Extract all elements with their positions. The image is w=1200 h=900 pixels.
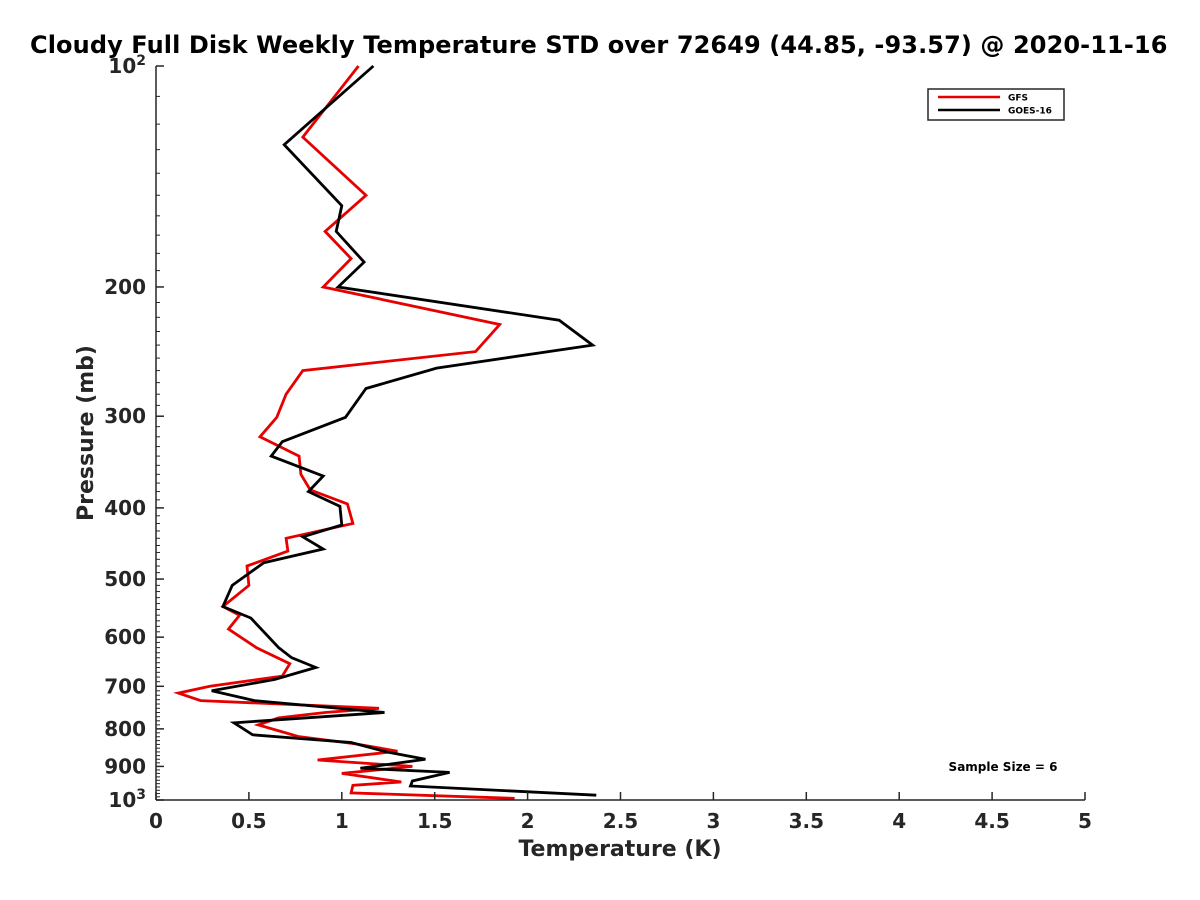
legend-box	[927, 88, 1065, 121]
x-tick-label: 4	[892, 809, 906, 833]
chart-title: Cloudy Full Disk Weekly Temperature STD …	[30, 31, 1168, 59]
series-line-goes-16	[211, 64, 597, 797]
y-tick-label: 300	[104, 404, 146, 428]
legend-gfs-label: GFS	[1008, 94, 1028, 104]
legend-goes-label: GOES-16	[1008, 107, 1052, 117]
x-tick-label: 2.5	[603, 809, 638, 833]
y-tick-label: 900	[104, 754, 146, 778]
y-tick-label: 102	[108, 53, 146, 78]
y-tick-label: 700	[104, 674, 146, 698]
y-axis-label: Pressure (mb)	[74, 345, 99, 521]
x-tick-label: 3	[706, 809, 720, 833]
legend: GFS GOES-16	[927, 88, 1065, 121]
sample-size-annotation: Sample Size = 6	[949, 760, 1058, 774]
y-tick-label: 103	[108, 787, 146, 812]
x-tick-label: 5	[1078, 809, 1092, 833]
x-tick-label: 0	[149, 809, 163, 833]
y-tick-label: 500	[104, 567, 146, 591]
x-tick-label: 4.5	[974, 809, 1009, 833]
x-tick-label: 3.5	[789, 809, 824, 833]
y-tick-label: 800	[104, 717, 146, 741]
x-tick-label: 1.5	[417, 809, 452, 833]
x-tick-label: 2	[521, 809, 535, 833]
y-tick-label: 200	[104, 275, 146, 299]
x-tick-label: 1	[335, 809, 349, 833]
x-axis-label: Temperature (K)	[518, 837, 721, 862]
y-tick-label: 600	[104, 625, 146, 649]
y-tick-label: 400	[104, 496, 146, 520]
x-tick-label: 0.5	[231, 809, 266, 833]
